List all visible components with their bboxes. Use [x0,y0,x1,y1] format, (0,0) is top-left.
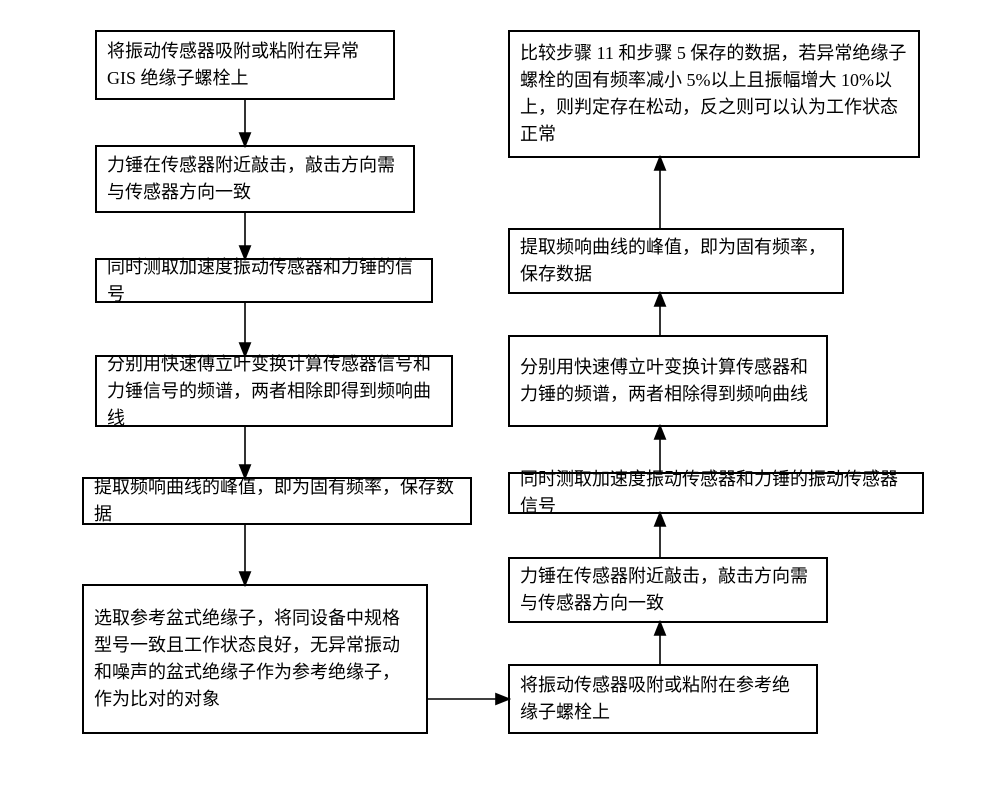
flow-node-3: 同时测取加速度振动传感器和力锤的信号 [95,258,433,303]
flow-node-6-text: 选取参考盆式绝缘子，将同设备中规格型号一致且工作状态良好，无异常振动和噪声的盆式… [94,605,416,713]
flow-node-9-text: 同时测取加速度振动传感器和力锤的振动传感器信号 [520,466,912,520]
flow-node-12-text: 比较步骤 11 和步骤 5 保存的数据，若异常绝缘子螺栓的固有频率减小 5%以上… [520,40,908,148]
flow-node-11-text: 提取频响曲线的峰值，即为固有频率，保存数据 [520,234,832,288]
flow-node-8-text: 力锤在传感器附近敲击，敲击方向需与传感器方向一致 [520,563,816,617]
flow-node-11: 提取频响曲线的峰值，即为固有频率，保存数据 [508,228,844,294]
flow-node-5: 提取频响曲线的峰值，即为固有频率，保存数据 [82,477,472,525]
flow-node-8: 力锤在传感器附近敲击，敲击方向需与传感器方向一致 [508,557,828,623]
flow-node-7: 将振动传感器吸附或粘附在参考绝缘子螺栓上 [508,664,818,734]
flow-node-4-text: 分别用快速傅立叶变换计算传感器信号和力锤信号的频谱，两者相除即得到频响曲线 [107,351,441,432]
flow-node-10-text: 分别用快速傅立叶变换计算传感器和力锤的频谱，两者相除得到频响曲线 [520,354,816,408]
flow-node-1: 将振动传感器吸附或粘附在异常 GIS 绝缘子螺栓上 [95,30,395,100]
flow-node-10: 分别用快速傅立叶变换计算传感器和力锤的频谱，两者相除得到频响曲线 [508,335,828,427]
flow-node-2: 力锤在传感器附近敲击，敲击方向需与传感器方向一致 [95,145,415,213]
flow-node-5-text: 提取频响曲线的峰值，即为固有频率，保存数据 [94,474,460,528]
flow-node-6: 选取参考盆式绝缘子，将同设备中规格型号一致且工作状态良好，无异常振动和噪声的盆式… [82,584,428,734]
flow-node-2-text: 力锤在传感器附近敲击，敲击方向需与传感器方向一致 [107,152,403,206]
flow-node-12: 比较步骤 11 和步骤 5 保存的数据，若异常绝缘子螺栓的固有频率减小 5%以上… [508,30,920,158]
flow-node-9: 同时测取加速度振动传感器和力锤的振动传感器信号 [508,472,924,514]
flow-node-3-text: 同时测取加速度振动传感器和力锤的信号 [107,254,421,308]
flow-node-4: 分别用快速傅立叶变换计算传感器信号和力锤信号的频谱，两者相除即得到频响曲线 [95,355,453,427]
flow-node-1-text: 将振动传感器吸附或粘附在异常 GIS 绝缘子螺栓上 [107,38,383,92]
flowchart-canvas: 将振动传感器吸附或粘附在异常 GIS 绝缘子螺栓上 力锤在传感器附近敲击，敲击方… [0,0,1000,807]
flow-node-7-text: 将振动传感器吸附或粘附在参考绝缘子螺栓上 [520,672,806,726]
